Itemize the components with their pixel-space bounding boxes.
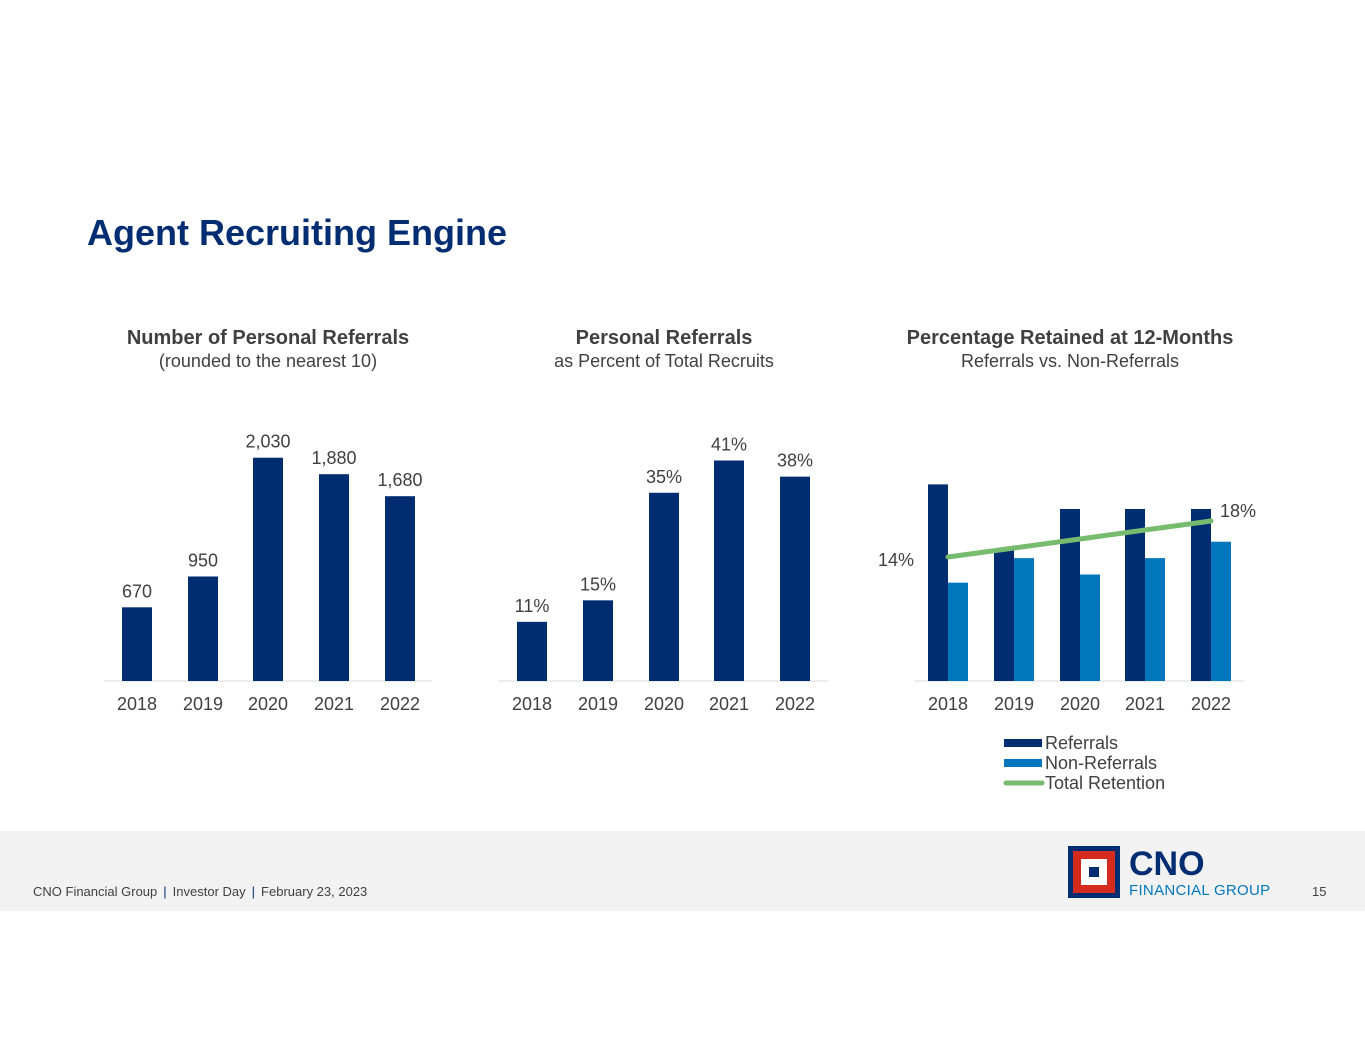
bar bbox=[780, 476, 810, 681]
footer-event: Investor Day bbox=[172, 884, 246, 899]
footer-company: CNO Financial Group bbox=[33, 884, 158, 899]
page-number: 15 bbox=[1312, 884, 1327, 899]
bar bbox=[649, 492, 679, 681]
footer-date: February 23, 2023 bbox=[261, 884, 368, 899]
data-label: 1,680 bbox=[377, 470, 422, 490]
x-tick-label: 2018 bbox=[928, 694, 968, 714]
chart-3-title: Percentage Retained at 12-Months bbox=[906, 327, 1234, 349]
data-label: 15% bbox=[580, 574, 616, 594]
chart-3-heading: Percentage Retained at 12-Months Referra… bbox=[860, 326, 1280, 372]
charts-canvas: 670 2018 950 2019 2,030 2020 1,880 2021 1,680 202… bbox=[104, 432, 1256, 793]
cno-logo-icon bbox=[1068, 846, 1120, 898]
x-tick-label: 2019 bbox=[183, 694, 223, 714]
x-tick-label: 2018 bbox=[117, 694, 157, 714]
legend-label: Referrals bbox=[1045, 733, 1118, 753]
data-label: 41% bbox=[711, 435, 747, 455]
bar-non-referrals bbox=[948, 582, 968, 681]
data-label: 2,030 bbox=[245, 432, 290, 452]
bar-referrals bbox=[1191, 508, 1211, 681]
x-tick-label: 2022 bbox=[1191, 694, 1231, 714]
cno-logo: CNO FINANCIAL GROUP bbox=[1068, 845, 1278, 899]
x-tick-label: 2020 bbox=[248, 694, 288, 714]
bar bbox=[188, 576, 218, 681]
data-label: 35% bbox=[646, 467, 682, 487]
x-tick-label: 2019 bbox=[994, 694, 1034, 714]
x-tick-label: 2018 bbox=[512, 694, 552, 714]
x-tick-label: 2022 bbox=[775, 694, 815, 714]
bar bbox=[583, 600, 613, 681]
x-tick-label: 2020 bbox=[644, 694, 684, 714]
chart-3-subtitle: Referrals vs. Non-Referrals bbox=[960, 351, 1180, 371]
data-label: 950 bbox=[188, 551, 218, 571]
legend-swatch-referrals bbox=[1004, 739, 1042, 747]
footer-separator: | bbox=[251, 884, 256, 899]
bar bbox=[122, 607, 152, 681]
legend-label: Total Retention bbox=[1045, 773, 1165, 793]
line-total-retention bbox=[945, 518, 1214, 560]
chart-2-subtitle: as Percent of Total Recruits bbox=[554, 351, 774, 371]
x-tick-label: 2019 bbox=[578, 694, 618, 714]
data-label: 1,880 bbox=[311, 448, 356, 468]
x-tick-label: 2020 bbox=[1060, 694, 1100, 714]
chart-1-heading: Number of Personal Referrals (rounded to… bbox=[58, 326, 478, 372]
chart-1-title: Number of Personal Referrals bbox=[126, 327, 410, 349]
bar-non-referrals bbox=[1211, 541, 1231, 681]
bar-referrals bbox=[1125, 508, 1145, 681]
logo-word: CNO bbox=[1129, 845, 1205, 883]
bar bbox=[714, 460, 744, 681]
data-label: 670 bbox=[122, 581, 152, 601]
chart-2-heading: Personal Referrals as Percent of Total R… bbox=[454, 326, 874, 372]
bar-non-referrals bbox=[1145, 558, 1165, 681]
line-data-label: 14% bbox=[878, 550, 914, 570]
bar bbox=[385, 496, 415, 681]
legend-swatch-non-referrals bbox=[1004, 759, 1042, 767]
bar-referrals bbox=[928, 484, 948, 681]
bar-non-referrals bbox=[1014, 558, 1034, 681]
x-tick-label: 2021 bbox=[709, 694, 749, 714]
bar bbox=[253, 457, 283, 681]
logo-subtitle: FINANCIAL GROUP bbox=[1129, 882, 1271, 899]
bar-non-referrals bbox=[1080, 574, 1100, 681]
chart-2-title: Personal Referrals bbox=[575, 327, 753, 349]
bar bbox=[319, 474, 349, 681]
page-title: Agent Recruiting Engine bbox=[87, 212, 508, 253]
data-label: 38% bbox=[777, 451, 813, 471]
x-tick-label: 2021 bbox=[1125, 694, 1165, 714]
data-label: 11% bbox=[515, 596, 550, 616]
line-data-label: 18% bbox=[1220, 501, 1256, 521]
bar-referrals bbox=[1060, 508, 1080, 681]
bar-referrals bbox=[994, 549, 1014, 681]
footer-separator: | bbox=[163, 884, 167, 899]
bar bbox=[517, 621, 547, 681]
footer-text: CNO Financial Group | Investor Day | Februar… bbox=[33, 884, 367, 899]
chart-1-subtitle: (rounded to the nearest 10) bbox=[158, 351, 378, 371]
footer: CNO Financial Group | Investor Day | Februar… bbox=[0, 831, 1365, 911]
x-tick-label: 2021 bbox=[314, 694, 354, 714]
x-tick-label: 2022 bbox=[380, 694, 420, 714]
legend-label: Non-Referrals bbox=[1045, 753, 1157, 773]
